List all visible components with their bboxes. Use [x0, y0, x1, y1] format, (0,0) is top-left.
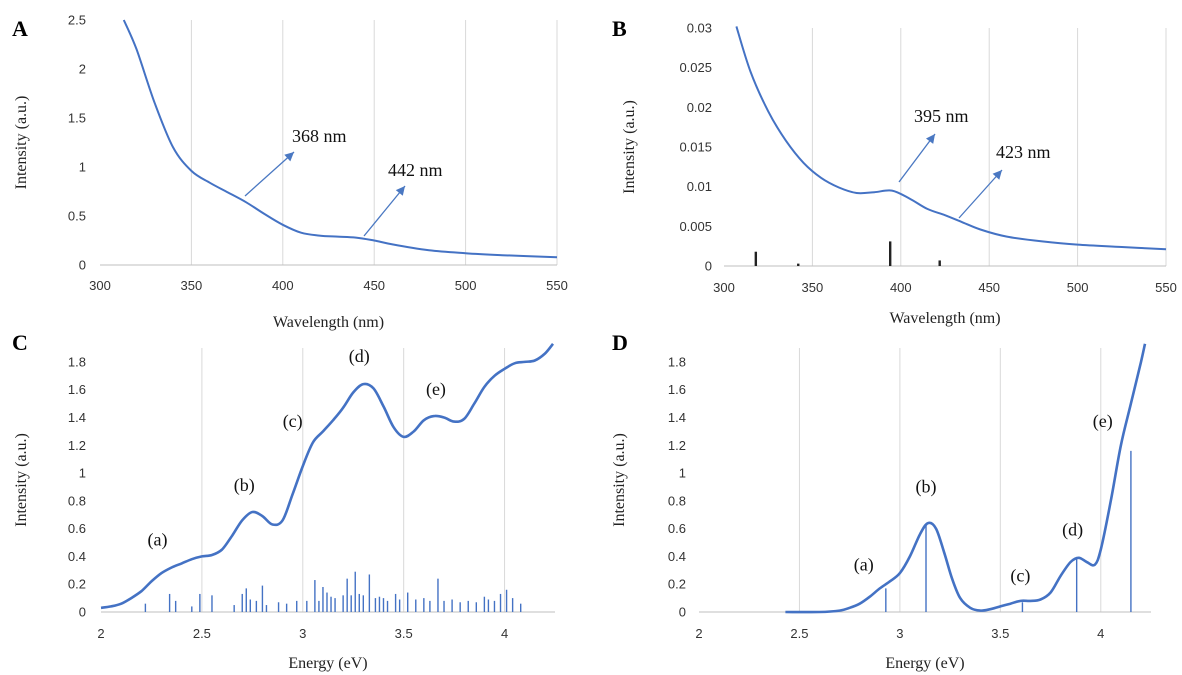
panel-b-y-tick-label: 0.005: [679, 219, 712, 234]
panel-d-y-tick-label: 1: [679, 466, 686, 481]
panel-b-annotation-arrowhead: [926, 134, 935, 144]
panel-c-x-tick-label: 3.5: [395, 626, 413, 641]
panel-b-x-tick-label: 400: [890, 280, 912, 295]
panel-b-annotation-label: 395 nm: [914, 106, 969, 126]
panel-a-x-tick-label: 350: [181, 278, 203, 293]
panel-d-series-line: [785, 343, 1147, 614]
panel-b-y-axis-label: Intensity (a.u.): [621, 100, 638, 194]
panel-c-series-line: [100, 342, 555, 610]
panel-d-letter: D: [612, 330, 628, 355]
panel-a-annotation-arrow: [363, 185, 406, 237]
panel-b-x-axis-label: Wavelength (nm): [889, 310, 1000, 327]
panel-d-x-tick-label: 2: [695, 626, 702, 641]
panel-c-annotation-label: (a): [148, 529, 168, 550]
panel-c-y-tick-label: 0.8: [68, 493, 86, 508]
panel-c-annotation-label: (c): [283, 411, 303, 432]
panel-a-annotation-arrowhead: [284, 152, 294, 162]
panel-b-x-tick-label: 350: [802, 280, 824, 295]
panel-d-y-tick-label: 0.4: [668, 549, 686, 564]
panel-d-x-tick-label: 3: [896, 626, 903, 641]
panel-d-annotation-label: (d): [1062, 520, 1083, 541]
panel-d-y-tick-label: 1.8: [668, 354, 686, 369]
panel-c-x-axis-label: Energy (eV): [288, 655, 367, 672]
panel-d-annotation-label: (a): [854, 554, 874, 575]
panel-b-y-tick-label: 0.01: [687, 179, 712, 194]
panel-b-series-line: [735, 26, 1167, 251]
panel-a-letter: A: [12, 16, 28, 41]
panel-a-y-tick-label: 0.5: [68, 209, 86, 224]
panel-a-annotation-arrow: [244, 151, 295, 197]
panel-c-y-tick-label: 0.2: [68, 577, 86, 592]
panel-a-y-tick-label: 1: [79, 160, 86, 175]
panel-b-x-tick-label: 500: [1067, 280, 1089, 295]
panel-d-y-axis-label: Intensity (a.u.): [611, 433, 628, 527]
panel-b-y-tick-label: 0.02: [687, 100, 712, 115]
panel-b-annotation-arrow: [958, 169, 1003, 219]
panel-b-y-tick-label: 0: [705, 259, 712, 274]
panel-b-letter: B: [612, 16, 627, 41]
panel-c-x-tick-label: 2.5: [193, 626, 211, 641]
panel-c-x-tick-label: 2: [97, 626, 104, 641]
panel-d-x-tick-label: 2.5: [790, 626, 808, 641]
panel-c-y-tick-label: 0.6: [68, 521, 86, 536]
panel-b-annotation-label: 423 nm: [996, 142, 1051, 162]
panel-d-x-tick-label: 4: [1097, 626, 1104, 641]
panel-b-x-tick-label: 450: [978, 280, 1000, 295]
panel-b-y-tick-label: 0.025: [679, 60, 712, 75]
panel-b-y-tick-label: 0.015: [679, 140, 712, 155]
panel-a-annotation-label: 368 nm: [292, 126, 347, 146]
panel-d-y-tick-label: 1.6: [668, 382, 686, 397]
panel-d-y-tick-label: 0.8: [668, 493, 686, 508]
panel-a-annotation-label: 442 nm: [388, 160, 443, 180]
panel-c-y-tick-label: 1: [79, 466, 86, 481]
panel-d-y-tick-label: 1.2: [668, 438, 686, 453]
panel-d-y-tick-label: 0: [679, 605, 686, 620]
panel-c-y-tick-label: 1.2: [68, 438, 86, 453]
panel-c-annotation-label: (e): [426, 379, 446, 400]
panel-b-annotation-arrow: [898, 133, 936, 183]
panel-a-y-tick-label: 0: [79, 258, 86, 273]
panel-b-x-tick-label: 550: [1155, 280, 1177, 295]
panel-d-y-tick-label: 0.2: [668, 577, 686, 592]
panel-a-x-tick-label: 550: [546, 278, 568, 293]
panel-a-x-tick-label: 500: [455, 278, 477, 293]
panel-d-annotation-label: (e): [1093, 411, 1113, 432]
panel-a-x-tick-label: 450: [363, 278, 385, 293]
panel-c-y-tick-label: 1.8: [68, 354, 86, 369]
panel-a-y-axis-label: Intensity (a.u.): [13, 96, 30, 190]
panel-a-y-tick-label: 2.5: [68, 13, 86, 28]
panel-c-annotation-label: (d): [349, 346, 370, 367]
panel-a-x-tick-label: 400: [272, 278, 294, 293]
panel-d-annotation-label: (c): [1010, 565, 1030, 586]
panel-a-x-axis-label: Wavelength (nm): [273, 314, 384, 331]
panel-c-y-tick-label: 0.4: [68, 549, 86, 564]
panel-c-y-axis-label: Intensity (a.u.): [13, 433, 30, 527]
panel-d-x-axis-label: Energy (eV): [885, 655, 964, 672]
panel-c-y-tick-label: 0: [79, 605, 86, 620]
panel-c-annotation-label: (b): [234, 475, 255, 496]
panel-a-x-tick-label: 300: [89, 278, 111, 293]
panel-c-x-tick-label: 4: [501, 626, 508, 641]
panel-c-x-tick-label: 3: [299, 626, 306, 641]
panel-d-y-tick-label: 0.6: [668, 521, 686, 536]
panel-c-letter: C: [12, 330, 28, 355]
panel-d-y-tick-label: 1.4: [668, 410, 686, 425]
panel-b-y-tick-label: 0.03: [687, 21, 712, 36]
panel-a-y-tick-label: 2: [79, 62, 86, 77]
panel-a-annotation-arrowhead: [395, 186, 405, 196]
panel-c-y-tick-label: 1.6: [68, 382, 86, 397]
panel-d-x-tick-label: 3.5: [991, 626, 1009, 641]
panel-d-annotation-label: (b): [916, 477, 937, 498]
panel-a-series-line: [122, 19, 558, 259]
panel-c-y-tick-label: 1.4: [68, 410, 86, 425]
panel-b-x-tick-label: 300: [713, 280, 735, 295]
panel-a-y-tick-label: 1.5: [68, 111, 86, 126]
panel-b-annotation-arrowhead: [992, 170, 1002, 180]
